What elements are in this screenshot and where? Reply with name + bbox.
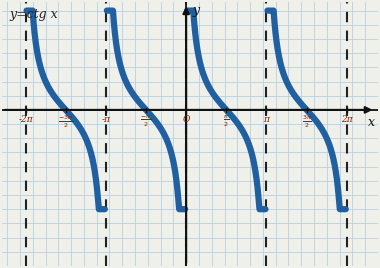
Text: 2π: 2π <box>341 115 353 124</box>
Text: -2π: -2π <box>18 115 33 124</box>
Text: -π: -π <box>101 115 110 124</box>
Text: x: x <box>368 116 375 129</box>
Text: O: O <box>182 115 190 124</box>
Text: $\frac{-3\pi}{2}$: $\frac{-3\pi}{2}$ <box>58 114 73 130</box>
Text: $\frac{\pi}{2}$: $\frac{\pi}{2}$ <box>223 114 229 129</box>
Text: y=ctg x: y=ctg x <box>10 8 59 21</box>
Text: $\frac{3\pi}{2}$: $\frac{3\pi}{2}$ <box>302 114 312 130</box>
Text: y: y <box>193 3 200 17</box>
Text: $\frac{-\pi}{2}$: $\frac{-\pi}{2}$ <box>140 114 152 129</box>
Text: π: π <box>264 115 269 124</box>
